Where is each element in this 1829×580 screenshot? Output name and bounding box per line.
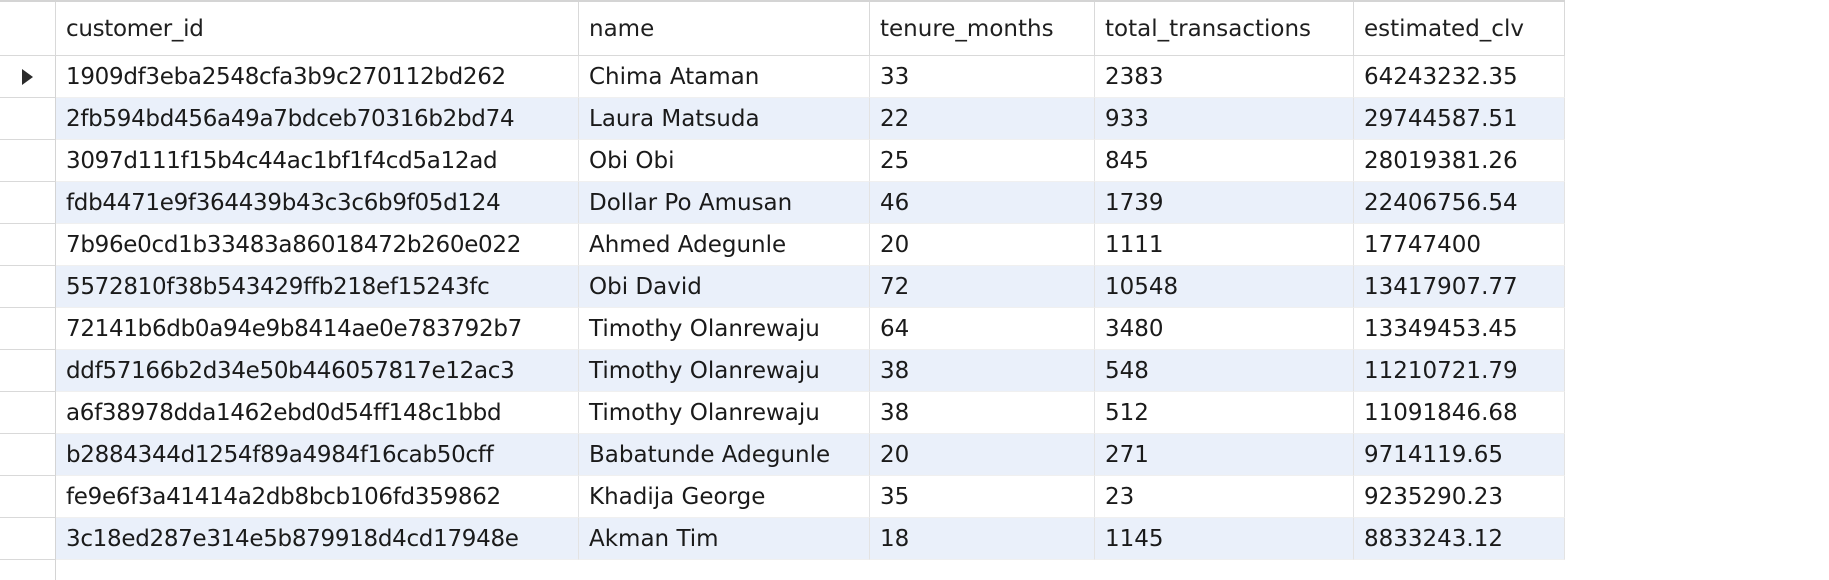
grid-body: 1909df3eba2548cfa3b9c270112bd262 Chima At… xyxy=(0,56,1565,580)
column-header-customer-id[interactable]: customer_id xyxy=(56,2,579,56)
cell-estimated-clv[interactable]: 28019381.26 xyxy=(1354,140,1565,182)
cell-customer-id[interactable]: ddf57166b2d34e50b446057817e12ac3 xyxy=(56,350,579,392)
cell-estimated-clv[interactable]: 11210721.79 xyxy=(1354,350,1565,392)
cell-name[interactable]: Akman Tim xyxy=(579,518,870,560)
table-row[interactable]: 1909df3eba2548cfa3b9c270112bd262 Chima At… xyxy=(0,56,1565,98)
cell-name[interactable]: Laura Matsuda xyxy=(579,98,870,140)
column-header-name[interactable]: name xyxy=(579,2,870,56)
row-selector[interactable] xyxy=(0,56,56,98)
cell-estimated-clv[interactable]: 13349453.45 xyxy=(1354,308,1565,350)
cell-total-transactions[interactable]: 1145 xyxy=(1095,518,1354,560)
table-row[interactable]: a6f38978dda1462ebd0d54ff148c1bbd Timothy … xyxy=(0,392,1565,434)
cell-total-transactions[interactable]: 271 xyxy=(1095,434,1354,476)
header-row-selector[interactable] xyxy=(0,2,56,56)
table-row[interactable]: fdb4471e9f364439b43c3c6b9f05d124 Dollar P… xyxy=(0,182,1565,224)
cell-customer-id[interactable]: fe9e6f3a41414a2db8bcb106fd359862 xyxy=(56,476,579,518)
table-row[interactable]: fe9e6f3a41414a2db8bcb106fd359862 Khadija … xyxy=(0,476,1565,518)
cell-customer-id[interactable]: 1909df3eba2548cfa3b9c270112bd262 xyxy=(56,56,579,98)
row-selector[interactable] xyxy=(0,350,56,392)
cell-tenure-months[interactable]: 20 xyxy=(870,434,1095,476)
column-header-estimated-clv[interactable]: estimated_clv xyxy=(1354,2,1565,56)
cell-name[interactable]: Khadija George xyxy=(579,476,870,518)
table-row[interactable]: 3c18ed287e314e5b879918d4cd17948e Akman Ti… xyxy=(0,518,1565,560)
cell-estimated-clv[interactable]: 11091846.68 xyxy=(1354,392,1565,434)
result-grid: customer_id name tenure_months total_tra… xyxy=(0,0,1565,580)
cell-estimated-clv[interactable]: 64243232.35 xyxy=(1354,56,1565,98)
cell-tenure-months[interactable]: 38 xyxy=(870,392,1095,434)
cell-customer-id[interactable]: 3097d111f15b4c44ac1bf1f4cd5a12ad xyxy=(56,140,579,182)
row-selector[interactable] xyxy=(0,476,56,518)
cell-estimated-clv[interactable]: 13417907.77 xyxy=(1354,266,1565,308)
cell-name[interactable]: Timothy Olanrewaju xyxy=(579,350,870,392)
cell-estimated-clv[interactable]: 29744587.51 xyxy=(1354,98,1565,140)
cell-customer-id[interactable]: b2884344d1254f89a4984f16cab50cff xyxy=(56,434,579,476)
cell-name[interactable]: Babatunde Adegunle xyxy=(579,434,870,476)
current-row-arrow-icon xyxy=(22,68,33,85)
table-row[interactable]: b2884344d1254f89a4984f16cab50cff Babatund… xyxy=(0,434,1565,476)
cell-tenure-months[interactable]: 64 xyxy=(870,308,1095,350)
cell-tenure-months[interactable]: 25 xyxy=(870,140,1095,182)
row-selector[interactable] xyxy=(0,182,56,224)
row-selector[interactable] xyxy=(0,140,56,182)
row-selector[interactable] xyxy=(0,98,56,140)
cell-customer-id[interactable]: 2fb594bd456a49a7bdceb70316b2bd74 xyxy=(56,98,579,140)
cell-estimated-clv[interactable]: 8833243.12 xyxy=(1354,518,1565,560)
table-row[interactable]: 3097d111f15b4c44ac1bf1f4cd5a12ad Obi Obi 2… xyxy=(0,140,1565,182)
cell-estimated-clv[interactable]: 9235290.23 xyxy=(1354,476,1565,518)
cell-total-transactions[interactable]: 512 xyxy=(1095,392,1354,434)
cell-name[interactable]: Dollar Po Amusan xyxy=(579,182,870,224)
cell-tenure-months[interactable]: 72 xyxy=(870,266,1095,308)
cell-tenure-months[interactable]: 38 xyxy=(870,350,1095,392)
table-row[interactable]: 5572810f38b543429ffb218ef15243fc Obi Davi… xyxy=(0,266,1565,308)
cell-customer-id[interactable]: 3c18ed287e314e5b879918d4cd17948e xyxy=(56,518,579,560)
cell-name[interactable]: Obi Obi xyxy=(579,140,870,182)
cell-tenure-months[interactable]: 18 xyxy=(870,518,1095,560)
cell-customer-id[interactable]: 72141b6db0a94e9b8414ae0e783792b7 xyxy=(56,308,579,350)
cell-customer-id[interactable]: fdb4471e9f364439b43c3c6b9f05d124 xyxy=(56,182,579,224)
new-row-placeholder[interactable] xyxy=(0,560,1565,580)
cell-estimated-clv[interactable]: 9714119.65 xyxy=(1354,434,1565,476)
row-selector[interactable] xyxy=(0,392,56,434)
cell-tenure-months[interactable]: 20 xyxy=(870,224,1095,266)
cell-total-transactions[interactable]: 2383 xyxy=(1095,56,1354,98)
header-row: customer_id name tenure_months total_tra… xyxy=(0,2,1565,56)
cell-total-transactions[interactable]: 933 xyxy=(1095,98,1354,140)
table-row[interactable]: 7b96e0cd1b33483a86018472b260e022 Ahmed Ad… xyxy=(0,224,1565,266)
cell-total-transactions[interactable]: 548 xyxy=(1095,350,1354,392)
cell-name[interactable]: Timothy Olanrewaju xyxy=(579,392,870,434)
column-header-total-transactions[interactable]: total_transactions xyxy=(1095,2,1354,56)
cell-total-transactions[interactable]: 845 xyxy=(1095,140,1354,182)
cell-total-transactions[interactable]: 10548 xyxy=(1095,266,1354,308)
cell-total-transactions[interactable]: 1111 xyxy=(1095,224,1354,266)
cell-total-transactions[interactable]: 1739 xyxy=(1095,182,1354,224)
row-selector[interactable] xyxy=(0,266,56,308)
row-selector[interactable] xyxy=(0,560,56,580)
cell-name[interactable]: Chima Ataman xyxy=(579,56,870,98)
table-row[interactable]: 2fb594bd456a49a7bdceb70316b2bd74 Laura Ma… xyxy=(0,98,1565,140)
cell-name[interactable]: Timothy Olanrewaju xyxy=(579,308,870,350)
cell-total-transactions[interactable]: 23 xyxy=(1095,476,1354,518)
cell-customer-id[interactable]: a6f38978dda1462ebd0d54ff148c1bbd xyxy=(56,392,579,434)
cell-customer-id[interactable]: 7b96e0cd1b33483a86018472b260e022 xyxy=(56,224,579,266)
cell-estimated-clv[interactable]: 22406756.54 xyxy=(1354,182,1565,224)
cell-total-transactions[interactable]: 3480 xyxy=(1095,308,1354,350)
row-selector[interactable] xyxy=(0,434,56,476)
cell-name[interactable]: Obi David xyxy=(579,266,870,308)
row-selector[interactable] xyxy=(0,518,56,560)
row-selector[interactable] xyxy=(0,308,56,350)
row-selector[interactable] xyxy=(0,224,56,266)
cell-tenure-months[interactable]: 46 xyxy=(870,182,1095,224)
cell-name[interactable]: Ahmed Adegunle xyxy=(579,224,870,266)
table-row[interactable]: 72141b6db0a94e9b8414ae0e783792b7 Timothy … xyxy=(0,308,1565,350)
cell-estimated-clv[interactable]: 17747400 xyxy=(1354,224,1565,266)
cell-customer-id[interactable]: 5572810f38b543429ffb218ef15243fc xyxy=(56,266,579,308)
column-header-tenure-months[interactable]: tenure_months xyxy=(870,2,1095,56)
cell-tenure-months[interactable]: 22 xyxy=(870,98,1095,140)
table-row[interactable]: ddf57166b2d34e50b446057817e12ac3 Timothy … xyxy=(0,350,1565,392)
cell-tenure-months[interactable]: 35 xyxy=(870,476,1095,518)
cell-tenure-months[interactable]: 33 xyxy=(870,56,1095,98)
